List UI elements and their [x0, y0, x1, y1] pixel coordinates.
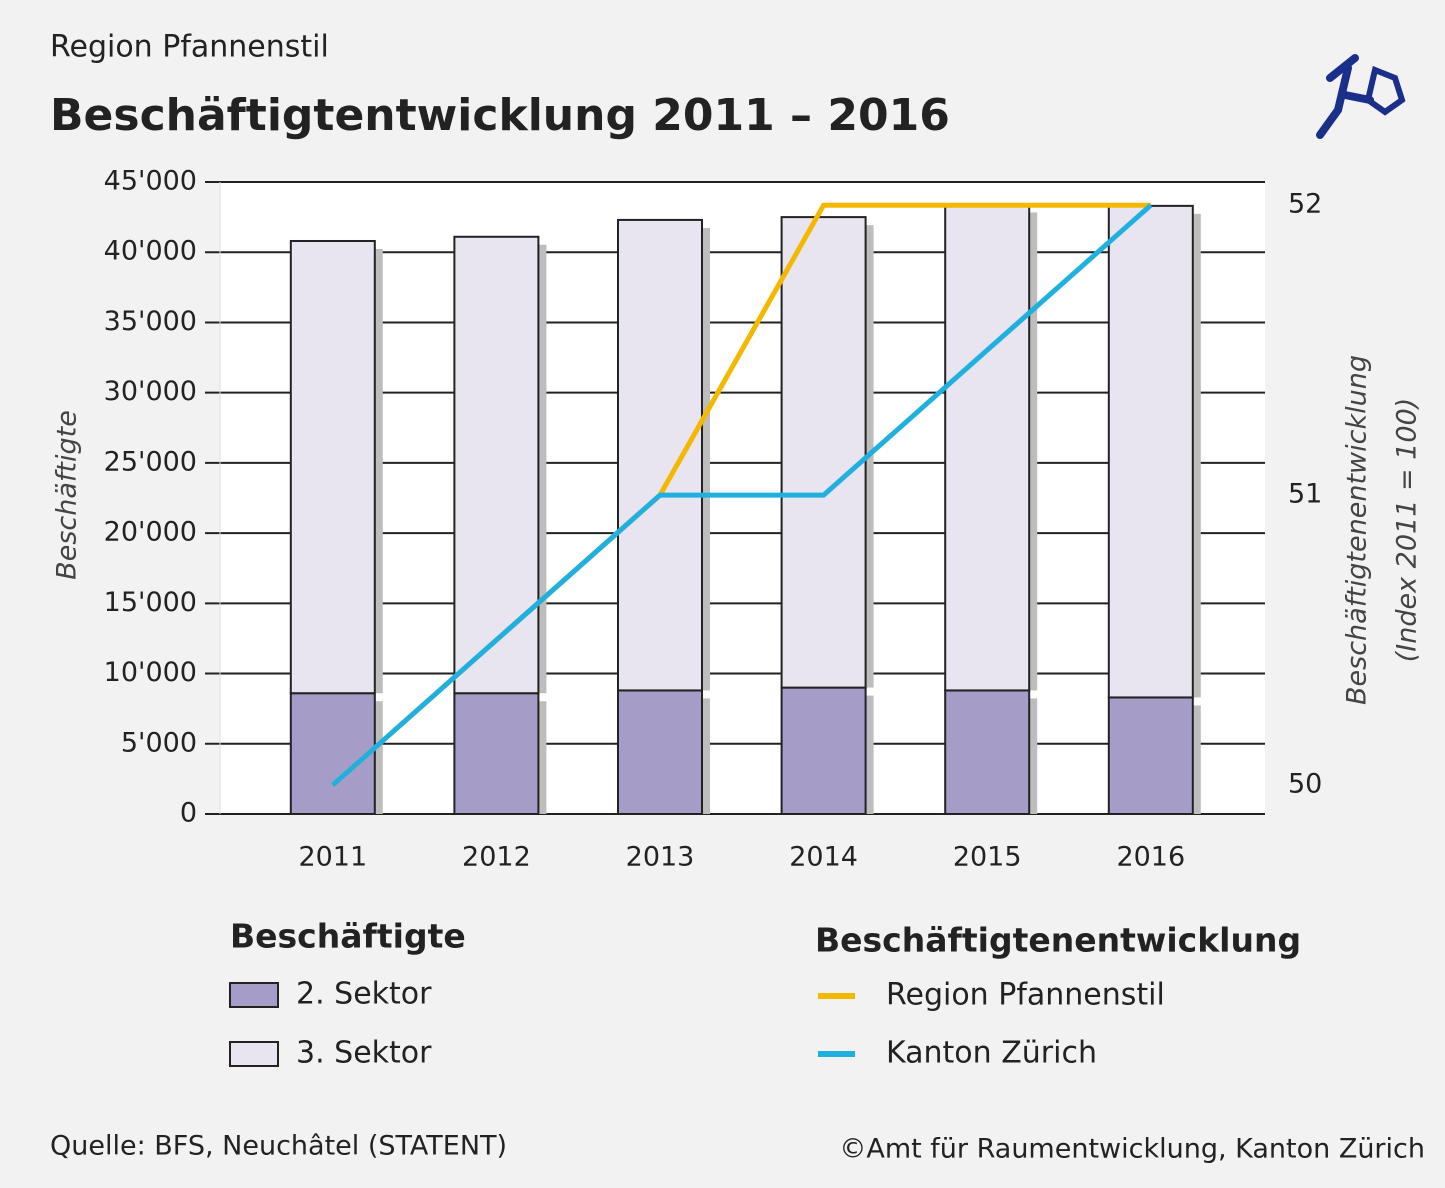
y-tick-label: 10'000 — [104, 657, 197, 688]
line — [331, 203, 1153, 787]
y-tick-label: 30'000 — [104, 376, 197, 407]
bar — [289, 239, 376, 695]
y-tick-label: 40'000 — [104, 236, 197, 267]
legend-label: 3. Sektor — [296, 1036, 432, 1071]
legend-label: Region Pfannenstil — [886, 978, 1165, 1013]
y2-axis-label: Beschäftigtenentwicklung — [1342, 355, 1373, 705]
bar — [617, 689, 703, 815]
bar — [453, 235, 540, 695]
bar — [780, 216, 867, 689]
copyright: ©Amt für Raumentwicklung, Kanton Zürich — [839, 1134, 1425, 1165]
bar — [944, 203, 1031, 692]
x-tick-label: 2013 — [626, 842, 695, 873]
x-tick-label: 2012 — [462, 842, 531, 873]
legend-swatch — [229, 1041, 279, 1067]
x-tick-label: 2011 — [298, 842, 367, 873]
bar — [453, 692, 540, 815]
legend-swatch — [229, 982, 279, 1008]
legend-label: Kanton Zürich — [886, 1036, 1097, 1071]
legend-label: 2. Sektor — [296, 977, 432, 1012]
y-tick-label: 25'000 — [104, 446, 197, 477]
x-tick-label: 2014 — [789, 842, 858, 873]
plot-area — [220, 182, 1265, 814]
bar — [617, 218, 703, 692]
x-tick-label: 2016 — [1116, 842, 1185, 873]
legend-title: Beschäftigte — [230, 917, 466, 956]
y2-tick-label: 51 — [1288, 479, 1322, 510]
y2-axis-label: (Index 2011 = 100) — [1392, 398, 1423, 663]
y-tick-label: 15'000 — [104, 587, 197, 618]
legend-title: Beschäftigtenentwicklung — [815, 921, 1301, 960]
bar — [1107, 204, 1194, 699]
y-tick-label: 35'000 — [104, 306, 197, 337]
y-axis-label: Beschäftigte — [52, 410, 83, 580]
x-tick-label: 2015 — [953, 842, 1022, 873]
y-tick-label: 0 — [180, 798, 197, 829]
bar — [289, 692, 376, 815]
bar — [780, 686, 867, 815]
y-tick-label: 45'000 — [104, 166, 197, 197]
bar — [1107, 696, 1194, 815]
y-tick-label: 5'000 — [121, 727, 197, 758]
y2-tick-label: 50 — [1288, 769, 1322, 800]
y-tick-label: 20'000 — [104, 517, 197, 548]
subtitle: Region Pfannenstil — [50, 30, 329, 65]
chart-title: Beschäftigtentwicklung 2011 – 2016 — [50, 90, 950, 141]
bar — [944, 689, 1031, 815]
y2-tick-label: 52 — [1288, 189, 1322, 220]
source: Quelle: BFS, Neuchâtel (STATENT) — [50, 1131, 507, 1162]
logo — [1316, 54, 1406, 139]
